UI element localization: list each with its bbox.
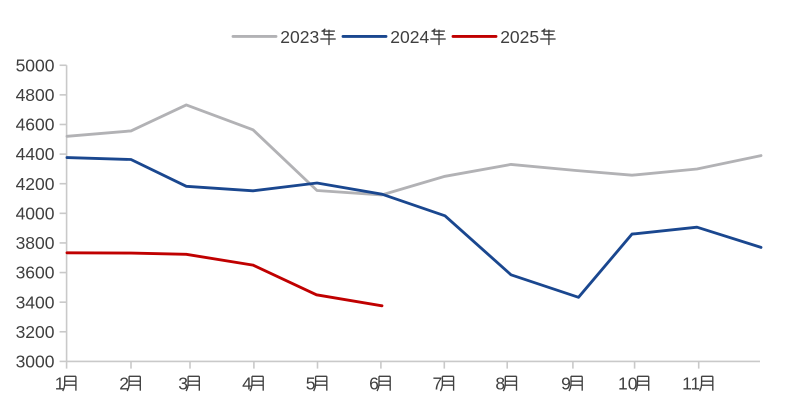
svg-text:10: 10 (618, 373, 638, 393)
svg-text:4400: 4400 (16, 144, 55, 164)
svg-text:7: 7 (433, 373, 443, 393)
svg-text:5000: 5000 (16, 55, 55, 75)
svg-text:1: 1 (55, 373, 65, 393)
svg-text:6: 6 (369, 373, 379, 393)
svg-text:3000: 3000 (16, 352, 55, 372)
svg-text:2: 2 (119, 373, 129, 393)
svg-text:4800: 4800 (16, 85, 55, 105)
svg-text:4600: 4600 (16, 115, 55, 135)
svg-text:3400: 3400 (16, 292, 55, 312)
svg-text:4200: 4200 (16, 174, 55, 194)
svg-text:3800: 3800 (16, 233, 55, 253)
svg-text:5: 5 (306, 373, 316, 393)
svg-text:2024: 2024 (390, 27, 429, 47)
svg-text:8: 8 (495, 373, 505, 393)
svg-text:4: 4 (242, 373, 252, 393)
svg-text:4000: 4000 (16, 204, 55, 224)
svg-text:9: 9 (561, 373, 571, 393)
svg-text:2023: 2023 (280, 27, 319, 47)
svg-text:11: 11 (682, 373, 700, 393)
svg-text:2025: 2025 (500, 27, 539, 47)
svg-text:3200: 3200 (16, 322, 55, 342)
svg-text:3600: 3600 (16, 263, 55, 283)
svg-text:3: 3 (178, 373, 188, 393)
